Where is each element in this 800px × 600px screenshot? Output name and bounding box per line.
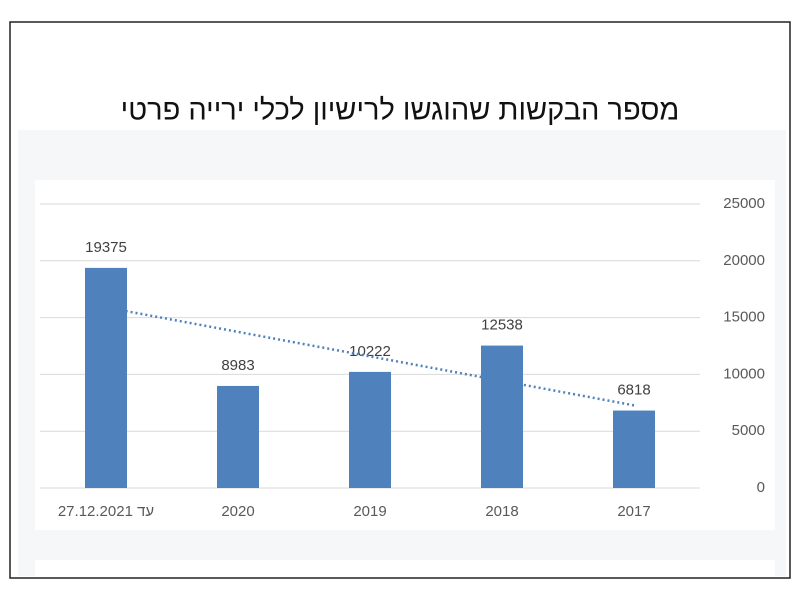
bar (481, 345, 523, 488)
bar (217, 385, 259, 488)
bar (85, 267, 127, 488)
y-tick-label: 5000 (732, 422, 765, 439)
data-label: 19375 (85, 239, 127, 256)
data-label: 10222 (349, 343, 391, 360)
chart-area-lower (35, 560, 775, 576)
x-tick-label: 2017 (617, 503, 650, 520)
x-tick-label: 2019 (353, 503, 386, 520)
y-tick-label: 15000 (723, 309, 765, 326)
data-label: 6818 (617, 382, 650, 399)
chart-title: מספר הבקשות שהוגשו לרישיון לכלי ירייה פר… (121, 95, 680, 127)
chart-area (35, 180, 775, 530)
y-tick-label: 20000 (723, 252, 765, 269)
x-tick-label: עד 27.12.2021 (58, 503, 154, 520)
data-label: 8983 (221, 357, 254, 374)
y-tick-label: 25000 (723, 195, 765, 212)
bar (613, 410, 655, 488)
x-tick-label: 2020 (221, 503, 254, 520)
x-tick-label: 2018 (485, 503, 518, 520)
bar (349, 371, 391, 488)
y-tick-label: 10000 (723, 365, 765, 382)
data-label: 12538 (481, 317, 523, 334)
y-tick-label: 0 (757, 479, 765, 496)
